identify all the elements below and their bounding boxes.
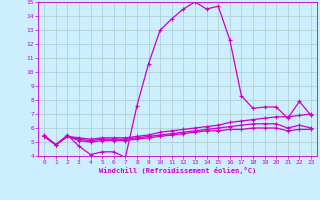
X-axis label: Windchill (Refroidissement éolien,°C): Windchill (Refroidissement éolien,°C) (99, 167, 256, 174)
